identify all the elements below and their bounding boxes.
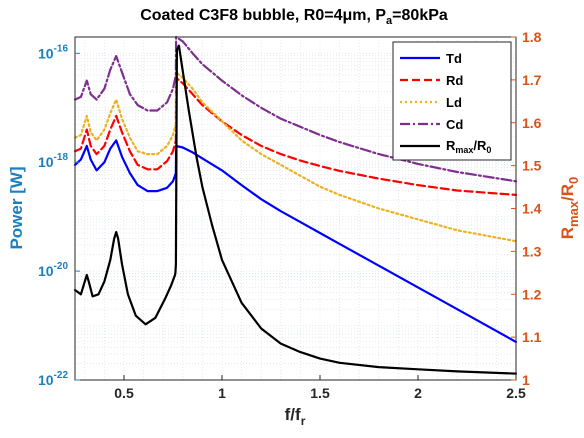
x-tick-label: 2 bbox=[414, 385, 422, 401]
legend-label-rd: Rd bbox=[446, 73, 463, 88]
grid bbox=[75, 37, 516, 381]
y-right-tick-label: 1 bbox=[522, 372, 530, 388]
x-tick-label: 2.5 bbox=[506, 385, 526, 401]
y-left-tick-label: 10-22 bbox=[38, 370, 68, 388]
series-layer bbox=[73, 35, 518, 375]
ticks-layer: 0.5 1 1.5 2 2.5 10-22 10-20 10-18 10-16 1 1.1 1.2 1.… bbox=[38, 29, 542, 401]
y-right-tick-label: 1.4 bbox=[522, 201, 542, 217]
y-left-axis-label: Power [W] bbox=[7, 166, 26, 249]
series-line-r-max bbox=[73, 44, 518, 375]
y-right-tick-label: 1.3 bbox=[522, 243, 542, 259]
y-right-tick-label: 1.8 bbox=[522, 29, 542, 45]
y-left-tick-label: 10-16 bbox=[38, 43, 68, 61]
legend-label-ld: Ld bbox=[446, 95, 462, 110]
legend-label-td: Td bbox=[446, 51, 462, 66]
y-right-tick-label: 1.7 bbox=[522, 72, 542, 88]
y-right-tick-label: 1.2 bbox=[522, 286, 542, 302]
y-right-tick-label: 1.6 bbox=[522, 115, 542, 131]
y-left-tick-label: 10-18 bbox=[38, 152, 68, 170]
legend: Td Rd Ld Cd Rmax/R0 bbox=[392, 41, 512, 161]
y-right-axis-label: Rmax/R0 bbox=[558, 177, 581, 240]
chart-title: Coated C3F8 bubble, R0=4μm, Pa=80kPa bbox=[140, 7, 448, 27]
y-left-tick-label: 10-20 bbox=[38, 261, 68, 279]
x-tick-label: 1 bbox=[218, 385, 226, 401]
y-right-tick-label: 1.5 bbox=[522, 158, 542, 174]
x-tick-label: 0.5 bbox=[114, 385, 134, 401]
legend-box bbox=[392, 41, 512, 161]
legend-label-cd: Cd bbox=[446, 117, 463, 132]
x-tick-label: 1.5 bbox=[310, 385, 330, 401]
x-axis-label: f/fr bbox=[285, 405, 306, 428]
legend-label-rmax: Rmax/R0 bbox=[446, 138, 491, 155]
y-right-tick-label: 1.1 bbox=[522, 329, 542, 345]
